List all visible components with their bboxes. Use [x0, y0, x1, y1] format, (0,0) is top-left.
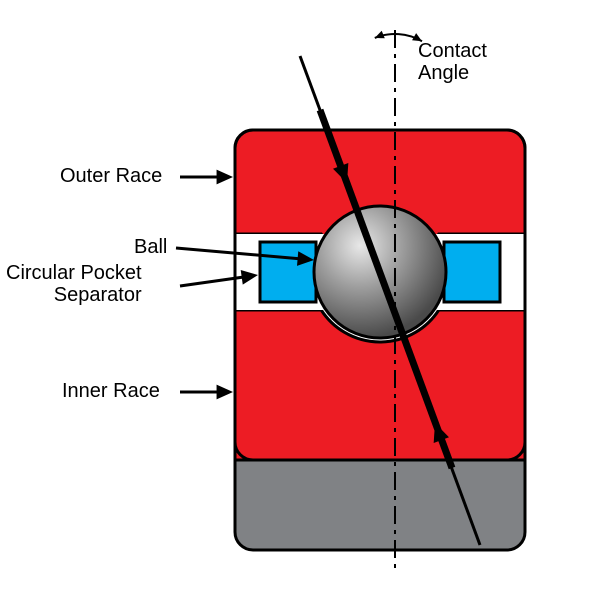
label-contact-angle: Contact Angle	[418, 40, 487, 84]
label-separator: Circular Pocket Separator	[6, 262, 142, 306]
label-separator-l2: Separator	[54, 284, 142, 306]
label-outer-race: Outer Race	[60, 165, 162, 187]
label-ball: Ball	[134, 236, 167, 258]
bearing-diagram: Contact Angle Outer Race Ball Circular P…	[0, 0, 600, 600]
label-contact-angle-l2: Angle	[418, 62, 469, 84]
label-separator-l1: Circular Pocket	[6, 262, 142, 284]
label-contact-angle-l1: Contact	[418, 40, 487, 62]
label-inner-race: Inner Race	[62, 380, 160, 402]
